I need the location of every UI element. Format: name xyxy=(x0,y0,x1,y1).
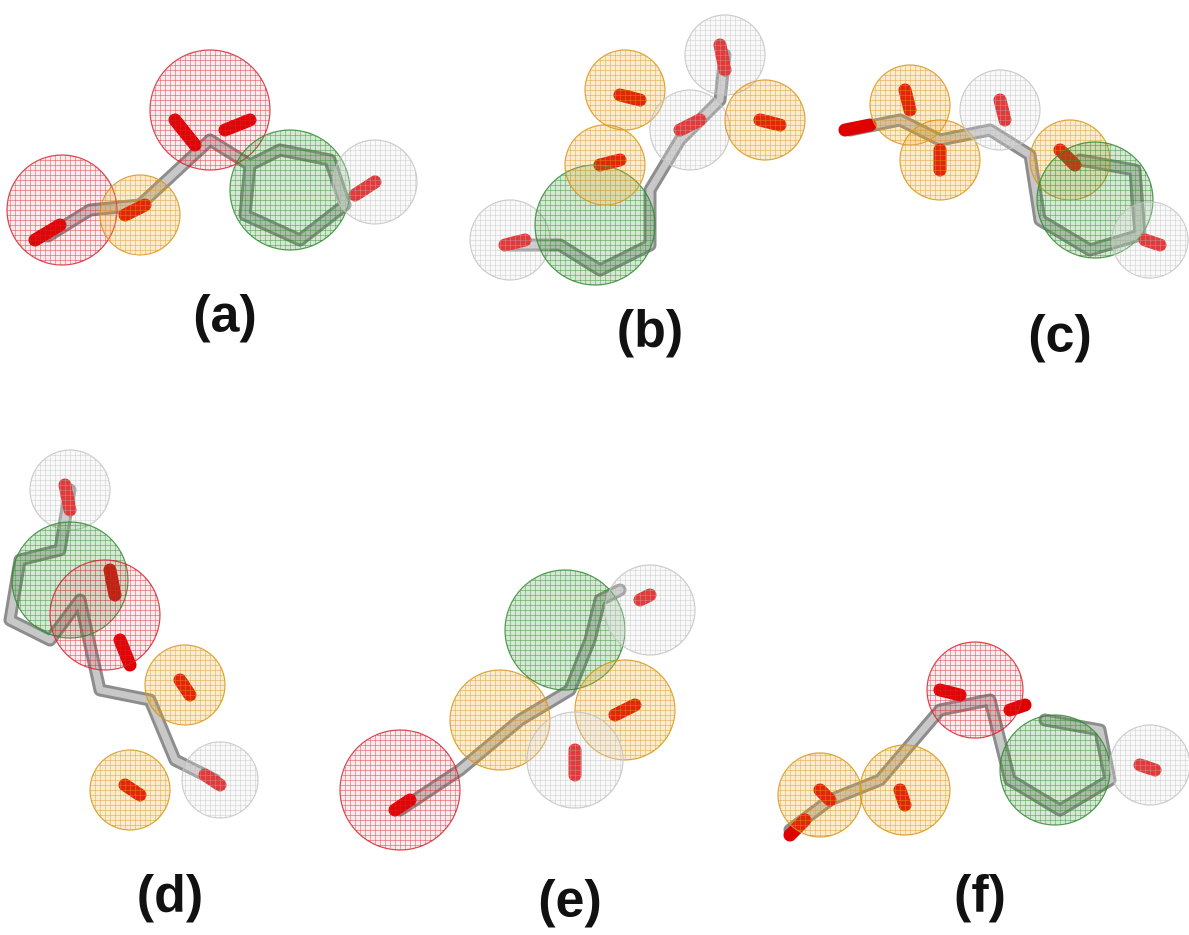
sphere-mesh xyxy=(927,642,1023,738)
sphere-mesh xyxy=(650,90,730,170)
panel-label: (d) xyxy=(137,866,203,924)
sphere-mesh xyxy=(50,560,160,670)
sphere-mesh xyxy=(565,125,645,205)
panel-label: (a) xyxy=(193,286,257,344)
sphere-mesh xyxy=(333,140,417,224)
sphere-mesh xyxy=(182,742,258,818)
panel-label: (c) xyxy=(1028,306,1092,364)
panel-label: (f) xyxy=(954,866,1006,924)
sphere-mesh xyxy=(1112,202,1188,278)
feature-spheres xyxy=(7,15,1189,850)
sphere-mesh xyxy=(725,80,805,160)
panel-label: (e) xyxy=(538,871,602,929)
oxygen xyxy=(845,125,870,130)
sphere-mesh xyxy=(145,645,225,725)
sphere-mesh xyxy=(778,753,862,837)
sphere-mesh xyxy=(527,712,623,808)
sphere-mesh xyxy=(90,750,170,830)
sphere-mesh xyxy=(605,565,695,655)
sphere-mesh xyxy=(960,70,1040,150)
sphere-mesh xyxy=(30,450,110,530)
sphere-mesh xyxy=(860,745,950,835)
sphere-mesh xyxy=(1000,715,1110,825)
figure: (a) (b) (c) (d) (e) (f) xyxy=(0,0,1189,935)
panel-label: (b) xyxy=(617,301,683,359)
sphere-mesh xyxy=(340,730,460,850)
sphere-mesh xyxy=(100,175,180,255)
sphere-mesh xyxy=(230,130,350,250)
sphere-mesh xyxy=(1110,725,1189,805)
